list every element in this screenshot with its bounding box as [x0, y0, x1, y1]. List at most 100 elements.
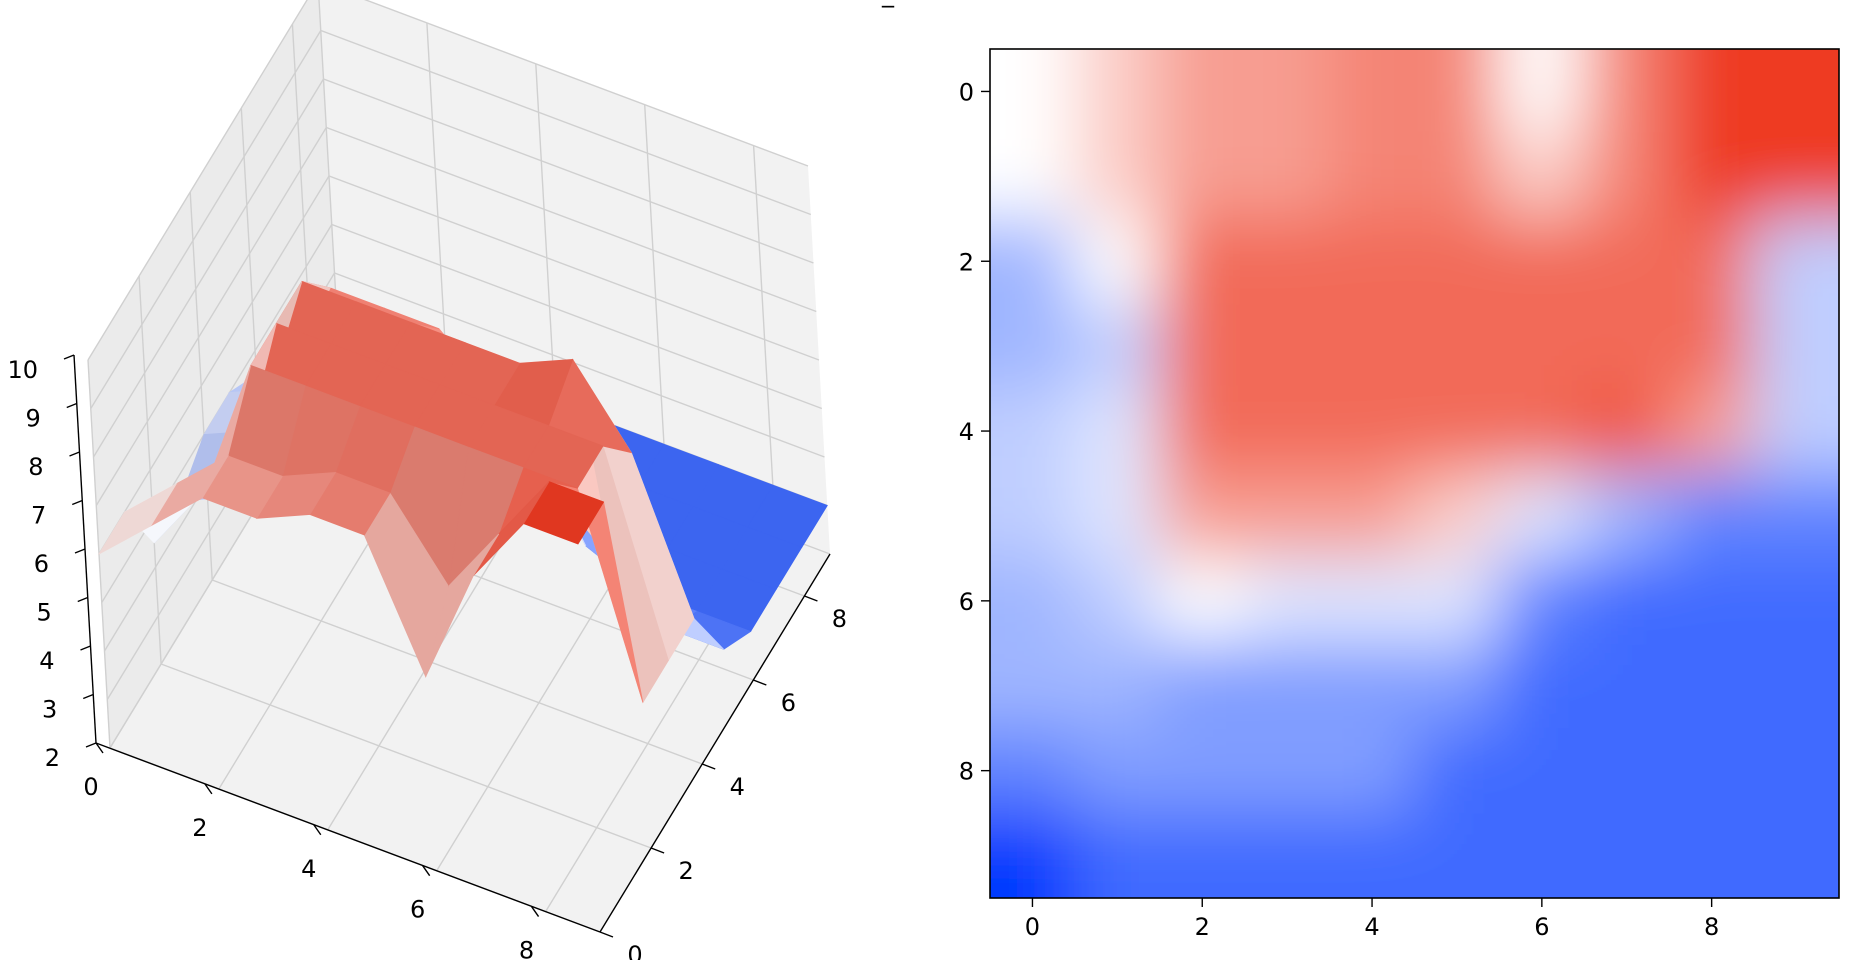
heatmap-cell — [1498, 387, 1586, 475]
heatmap-cell — [1243, 472, 1331, 560]
heatmap-y-tick-label: 8 — [959, 758, 974, 786]
heatmap-edge-cell — [990, 217, 991, 305]
heatmap-cell — [1158, 557, 1246, 645]
heatmap-cell — [1158, 217, 1246, 305]
heatmap-edge-cell — [1243, 897, 1331, 898]
heatmap-edge-cell — [1838, 897, 1839, 898]
heatmap-y-tick-label: 2 — [959, 248, 974, 276]
x-tick-mark — [422, 865, 431, 877]
x-tick-mark — [530, 906, 540, 917]
heatmap-x-tick-label: 6 — [1534, 913, 1549, 941]
x-tick-label: 4 — [301, 855, 316, 883]
heatmap-edge-cell — [1243, 49, 1331, 50]
heatmap-cell — [1328, 642, 1416, 730]
x-tick-mark — [313, 824, 322, 836]
heatmap-cell — [1243, 217, 1331, 305]
heatmap-cell — [990, 49, 1076, 135]
heatmap-cell — [990, 812, 1076, 898]
heatmap-edge-cell — [1583, 897, 1671, 898]
heatmap-cell — [1583, 727, 1671, 815]
heatmap-x-tick-label: 2 — [1195, 913, 1210, 941]
y-tick-mark — [804, 595, 818, 602]
heatmap-axes: 0 2 4 6 8 0 2 4 6 8 — [959, 78, 1720, 941]
y-tick-mark — [599, 931, 614, 938]
heatmap-cell — [1583, 49, 1671, 135]
heatmap-edge-cell — [1838, 472, 1839, 560]
z-tick-mark — [85, 742, 97, 748]
heatmap-cell — [1328, 302, 1416, 390]
x-tick-label: 2 — [192, 814, 207, 842]
heatmap-cell — [1073, 49, 1161, 135]
heatmap-edge-cell — [1668, 49, 1756, 50]
heatmap-cell — [1158, 812, 1246, 898]
heatmap-frame — [989, 48, 1840, 899]
z-tick-label: 5 — [36, 599, 51, 627]
z-tick-label: 4 — [39, 647, 54, 675]
heatmap-cell — [990, 472, 1076, 560]
heatmap-edge-cell — [1838, 642, 1839, 730]
heatmap-edge-cell — [1753, 897, 1839, 898]
heatmap-cell — [990, 132, 1076, 220]
heatmap-edge-cell — [990, 897, 991, 898]
heatmap-cell — [1158, 49, 1246, 135]
heatmap-cell — [1243, 387, 1331, 475]
x-tick-mark — [95, 742, 104, 754]
z-tick-mark — [82, 693, 94, 700]
heatmap-cell — [990, 387, 1076, 475]
heatmap-edge-cell — [1158, 49, 1246, 50]
heatmap-edge-cell — [1583, 49, 1671, 50]
gridline-z — [87, 0, 809, 361]
y-tick-label: 4 — [730, 773, 745, 801]
heatmap-cell — [990, 302, 1076, 390]
heatmap-cell — [1583, 642, 1671, 730]
back-wall-pane — [319, 0, 830, 554]
heatmap-cell — [1413, 49, 1501, 135]
x-tick-label: 8 — [519, 937, 534, 960]
heatmap-cell — [1668, 812, 1756, 898]
y-tick-label: 6 — [781, 689, 796, 717]
heatmap-edge-cell — [990, 642, 991, 730]
heatmap-cell — [1158, 727, 1246, 815]
gridline-z — [95, 126, 817, 506]
z-tick-label: 3 — [42, 696, 57, 724]
heatmap-edge-cell — [1838, 49, 1839, 135]
heatmap-cell — [1073, 217, 1161, 305]
heatmap-edge-cell — [990, 49, 1076, 50]
heatmap-cell — [1753, 302, 1839, 390]
heatmap-cell — [1753, 217, 1839, 305]
z-tick-label: 8 — [28, 453, 43, 481]
gridline-y — [211, 579, 703, 765]
z-tick-mark — [71, 499, 83, 506]
heatmap-cell — [1753, 642, 1839, 730]
z-tick-mark — [66, 402, 78, 409]
z-tick-label: 2 — [45, 744, 60, 772]
heatmap-edge-cell — [990, 49, 991, 50]
heatmap-cell — [1753, 387, 1839, 475]
heatmap-edge-cell — [1753, 49, 1839, 50]
heatmap-edge-cell — [1838, 132, 1839, 220]
heatmap-edge-cell — [1838, 557, 1839, 645]
y-axis-line — [599, 553, 831, 933]
z-tick-label: 6 — [34, 550, 49, 578]
gridline-y — [160, 663, 652, 849]
x-axis-line — [95, 742, 601, 933]
heatmap-cell — [1328, 49, 1416, 135]
gridline-z — [101, 223, 823, 603]
heatmap-cell — [1753, 727, 1839, 815]
heatmap-cell — [1158, 387, 1246, 475]
heatmap-cell — [1243, 49, 1331, 135]
heatmap-cell — [1243, 132, 1331, 220]
z-tick-mark — [77, 596, 89, 603]
z-tick-mark — [63, 354, 75, 360]
heatmap-cell — [1753, 812, 1839, 898]
heatmap-y-tick-label: 4 — [959, 418, 974, 446]
heatmap-edge-cell — [1838, 387, 1839, 475]
heatmap-cell — [1498, 217, 1586, 305]
heatmap-cell — [1668, 727, 1756, 815]
heatmap-x-tick-label: 8 — [1704, 913, 1719, 941]
heatmap-cell — [1413, 472, 1501, 560]
heatmap-edge-cell — [1413, 897, 1501, 898]
y-tick-mark — [701, 763, 716, 770]
heatmap-cell — [1158, 132, 1246, 220]
